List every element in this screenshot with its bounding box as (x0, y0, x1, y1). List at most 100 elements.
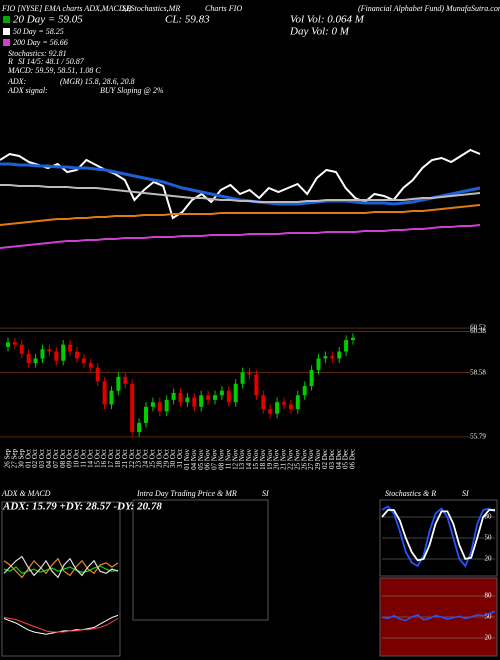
candle-body (75, 351, 79, 359)
macd: MACD: 59.59, 58.51, 1.08 C (7, 66, 101, 75)
adx-values: (MGR) 15.8, 28.6, 20.8 (60, 77, 135, 86)
candle-body (261, 395, 266, 410)
candle-body (199, 395, 204, 407)
candle-body (288, 404, 293, 410)
candle-body (144, 406, 148, 423)
x-tick-label: 18 Nov (259, 449, 267, 470)
x-tick-label: 21 Nov (280, 449, 288, 470)
candle-body (95, 367, 100, 382)
series-line (3, 614, 119, 635)
adx-summary: ADX: 15.79 +DY: 28.57 -DY: 20.78 (2, 501, 162, 513)
candle-body (316, 358, 321, 370)
x-tick-label: 13 Nov (238, 449, 246, 470)
adx: ADX: (7, 77, 27, 86)
candle-body (54, 351, 59, 361)
panel-title: SI (462, 489, 469, 498)
candle-body (33, 358, 38, 364)
x-tick-label: 29 Nov (314, 449, 322, 470)
y-tick-label: 58.58 (470, 368, 486, 376)
y-tick-label: 20 (485, 634, 493, 642)
y-tick-label: 50 (485, 613, 493, 621)
candle-body (116, 376, 121, 391)
symbol: FIO [NYSE] EMA charts ADX,MACD,B (1, 4, 132, 13)
stochastics: Stochastics: 92.81 (8, 49, 67, 58)
x-tick-label: 11 Oct (80, 449, 88, 468)
adx-panel (1, 501, 121, 657)
series-line (3, 555, 119, 579)
candle-body (130, 383, 135, 433)
series-line (0, 148, 481, 220)
day-vol: Day Vol: 0 M (289, 26, 350, 38)
x-tick-label: 23 Oct (135, 449, 143, 468)
candle-body (164, 399, 169, 412)
x-tick-label: 02 Oct (31, 449, 39, 468)
candle-body (185, 397, 190, 403)
x-tick-label: 04 Oct (45, 449, 53, 468)
candle-body (171, 392, 176, 400)
x-tick-label: 26 Sep (4, 449, 12, 469)
candle-body (302, 386, 307, 396)
y-tick-label: 80 (485, 592, 493, 600)
x-tick-label: 27 Sep (11, 449, 19, 469)
candle-body (282, 402, 286, 405)
x-tick-label: 24 Oct (142, 449, 150, 468)
vol: Vol Vol: 0.064 M (290, 14, 365, 26)
candle-body (206, 395, 211, 400)
x-tick-label: 03 Dec (328, 449, 336, 469)
x-tick-label: 25 Oct (149, 449, 157, 468)
x-tick-label: 26 Nov (300, 449, 308, 470)
x-tick-label: 18 Oct (114, 449, 122, 468)
candle-body (68, 344, 73, 352)
x-tick-label: 01 Nov (183, 449, 191, 470)
panel-title: SI (262, 489, 269, 498)
candle-body (109, 390, 114, 405)
candle-body (47, 349, 52, 352)
indicators: SI,Stochastics,MR (122, 4, 180, 13)
close: CL: 59.83 (165, 14, 210, 26)
y-tick-label: 60.52 (470, 324, 486, 332)
x-tick-label: 17 Oct (107, 449, 115, 468)
x-tick-label: 03 Oct (38, 449, 46, 468)
candle-body (344, 340, 349, 352)
y-tick-label: 60.38 (470, 327, 486, 335)
x-tick-label: 08 Nov (218, 449, 226, 470)
candle-body (295, 395, 300, 410)
legend-swatch (3, 16, 10, 23)
candle-body (137, 422, 142, 433)
x-tick-label: 06 Nov (204, 449, 212, 470)
series-line (3, 616, 119, 633)
candle-body (309, 369, 314, 387)
x-tick-label: 27 Nov (307, 449, 315, 470)
ema200: 200 Day = 56.66 (13, 38, 68, 47)
candle-body (150, 402, 155, 407)
panel-title: Intra Day Trading Price & MR (136, 489, 237, 498)
charts-of: Charts FIO (205, 4, 242, 13)
x-tick-label: 30 Sep (17, 449, 25, 469)
y-tick-label: 55.79 (470, 433, 486, 441)
signal: BUY Sloping @ 2% (100, 86, 164, 95)
candle-body (81, 358, 86, 364)
x-tick-label: 31 Oct (176, 449, 184, 468)
candle-body (323, 356, 328, 359)
series-line (3, 557, 119, 579)
candle-body (240, 372, 245, 384)
panel-title: ADX & MACD (1, 489, 51, 498)
series-line (381, 509, 495, 562)
x-tick-label: 05 Dec (342, 449, 350, 469)
candle-body (6, 342, 10, 347)
x-tick-label: 21 Oct (121, 449, 129, 468)
candle-body (102, 381, 107, 405)
x-tick-label: 29 Oct (162, 449, 170, 468)
candle-body (192, 397, 197, 407)
candle-body (337, 351, 342, 359)
series-line (0, 184, 481, 203)
x-tick-label: 22 Oct (128, 449, 136, 468)
x-tick-label: 30 Oct (169, 449, 177, 468)
candle-body (268, 409, 273, 414)
x-tick-label: 07 Oct (52, 449, 60, 468)
x-tick-label: 16 Oct (100, 449, 108, 468)
x-tick-label: 15 Nov (252, 449, 260, 470)
series-line (381, 505, 496, 568)
series-line (0, 224, 481, 249)
si: SI 14/5: 48.1 / 50.87 (18, 57, 85, 66)
